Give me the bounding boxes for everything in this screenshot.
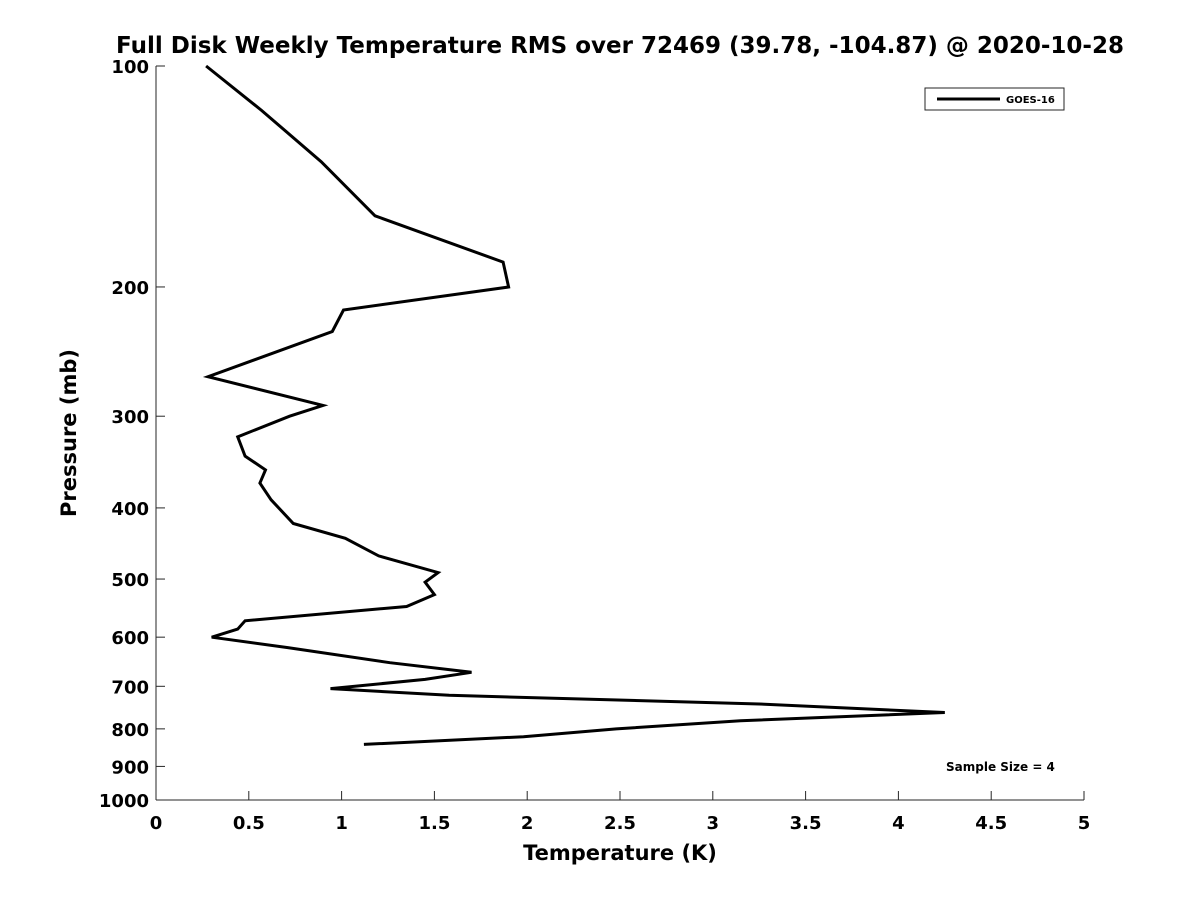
legend-entry-goes-16: GOES-16: [1006, 95, 1055, 106]
x-tick-label: 2.5: [604, 813, 636, 834]
x-axis-ticks: 0 0.5 1 1.5 2 2.5 3 3.5 4 4.5 5: [150, 791, 1091, 834]
y-tick-label: 400: [111, 499, 149, 520]
y-axis-ticks: 100 200 300 400 500 600 700 800 900 1000: [99, 57, 165, 812]
y-tick-label: 600: [111, 628, 149, 649]
y-tick-label: 700: [111, 677, 149, 698]
x-tick-label: 4: [892, 813, 905, 834]
y-tick-label: 800: [111, 720, 149, 741]
series-line-goes-16: [202, 64, 945, 746]
plot-area: [156, 66, 1084, 800]
x-tick-label: 2: [521, 813, 534, 834]
x-axis-label: Temperature (K): [523, 841, 717, 865]
x-tick-label: 1.5: [418, 813, 450, 834]
chart-title: Full Disk Weekly Temperature RMS over 72…: [116, 33, 1124, 59]
x-tick-label: 3: [707, 813, 720, 834]
y-tick-label: 500: [111, 570, 149, 591]
y-tick-label: 900: [111, 757, 149, 778]
x-tick-label: 5: [1078, 813, 1091, 834]
y-axis-label: Pressure (mb): [57, 349, 81, 517]
sample-size-annotation: Sample Size = 4: [946, 760, 1055, 774]
y-tick-label: 100: [111, 57, 149, 78]
x-tick-label: 0.5: [233, 813, 265, 834]
x-tick-label: 1: [335, 813, 348, 834]
x-tick-label: 3.5: [790, 813, 822, 834]
legend: GOES-16: [924, 87, 1065, 111]
x-tick-label: 0: [150, 813, 163, 834]
x-tick-label: 4.5: [975, 813, 1007, 834]
y-tick-label: 200: [111, 278, 149, 299]
series-layer: [202, 64, 945, 746]
y-tick-label: 1000: [99, 791, 149, 812]
y-tick-label: 300: [111, 407, 149, 428]
